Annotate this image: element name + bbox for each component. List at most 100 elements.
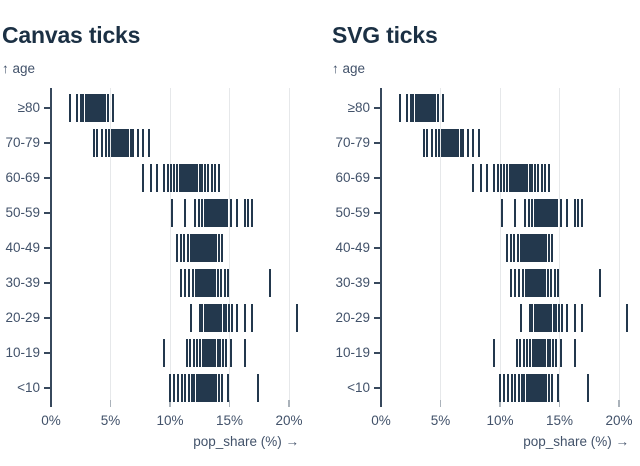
data-tick [92,94,95,122]
data-tick [525,234,528,262]
data-tick [99,94,102,122]
x-tick-label: 10% [486,413,514,428]
data-tick [544,164,547,192]
data-tick [220,269,223,297]
x-tick-mark [50,400,52,407]
data-tick [207,304,210,332]
data-tick [521,164,524,192]
data-tick [218,374,221,402]
y-tick-mark [374,142,381,144]
x-tick-mark [439,400,442,407]
data-tick [183,234,186,262]
data-tick [534,269,537,297]
data-tick [188,164,191,192]
gridline [169,88,171,400]
data-tick [203,269,206,297]
data-tick [243,199,246,227]
data-tick [422,94,425,122]
data-tick [210,164,213,192]
data-tick [190,164,193,192]
data-tick [210,269,213,297]
data-tick [216,199,219,227]
data-tick [213,304,216,332]
data-tick [553,199,556,227]
data-tick [535,269,538,297]
data-tick [201,339,204,367]
data-tick [426,129,429,157]
data-tick [531,339,534,367]
data-tick [191,269,194,297]
data-tick [222,304,225,332]
data-tick [514,374,517,402]
data-tick [75,94,78,122]
data-tick [193,374,196,402]
data-tick [202,269,205,297]
data-tick [243,304,246,332]
data-tick [531,304,534,332]
data-tick [110,129,113,157]
data-tick [201,164,204,192]
data-tick [520,164,523,192]
y-tick-label: 20-29 [5,310,40,325]
data-tick [405,94,408,122]
data-tick [214,269,217,297]
data-tick [176,234,179,262]
data-tick [533,374,536,402]
data-tick [538,339,541,367]
data-tick [565,199,568,227]
y-axis-line [380,88,382,400]
data-tick [217,164,220,192]
data-tick [559,339,562,367]
data-tick [503,374,506,402]
x-tick-label: 15% [545,413,574,428]
data-tick [218,339,221,367]
data-tick [513,234,516,262]
y-tick-mark [44,177,51,179]
data-tick [399,94,402,122]
data-tick [211,199,214,227]
data-tick [113,129,116,157]
data-tick [457,129,460,157]
data-tick [129,129,132,157]
data-tick [533,339,536,367]
data-tick [544,304,547,332]
data-tick [576,199,579,227]
data-tick [191,374,193,402]
data-tick [565,304,568,332]
data-tick [119,129,122,157]
data-tick [215,199,218,227]
data-tick [429,94,432,122]
data-tick [122,129,125,157]
data-tick [496,164,499,192]
data-tick [192,164,195,192]
data-tick [229,199,232,227]
data-tick [477,129,480,157]
data-tick [205,234,208,262]
data-tick [528,234,531,262]
x-tick-label: 5% [430,413,451,428]
x-tick-mark [109,400,112,407]
data-tick [551,339,554,367]
data-tick [550,269,553,297]
data-tick [208,234,211,262]
data-tick [203,339,206,367]
data-tick [541,304,544,332]
y-tick-label: 40-49 [5,240,40,255]
data-tick [411,94,414,122]
x-tick-mark [558,400,561,407]
data-tick [547,164,550,192]
y-axis-label: ↑ age [2,61,36,76]
data-tick [559,199,562,227]
data-tick [224,304,227,332]
data-tick [466,129,469,157]
data-tick [191,164,194,192]
gridline [110,88,111,400]
data-tick [204,339,207,367]
x-tick-label: 20% [605,413,633,428]
data-tick [535,304,538,332]
data-tick [526,164,529,192]
data-tick [415,94,418,122]
data-tick [108,129,111,157]
data-tick [548,339,551,367]
data-tick [199,374,202,402]
